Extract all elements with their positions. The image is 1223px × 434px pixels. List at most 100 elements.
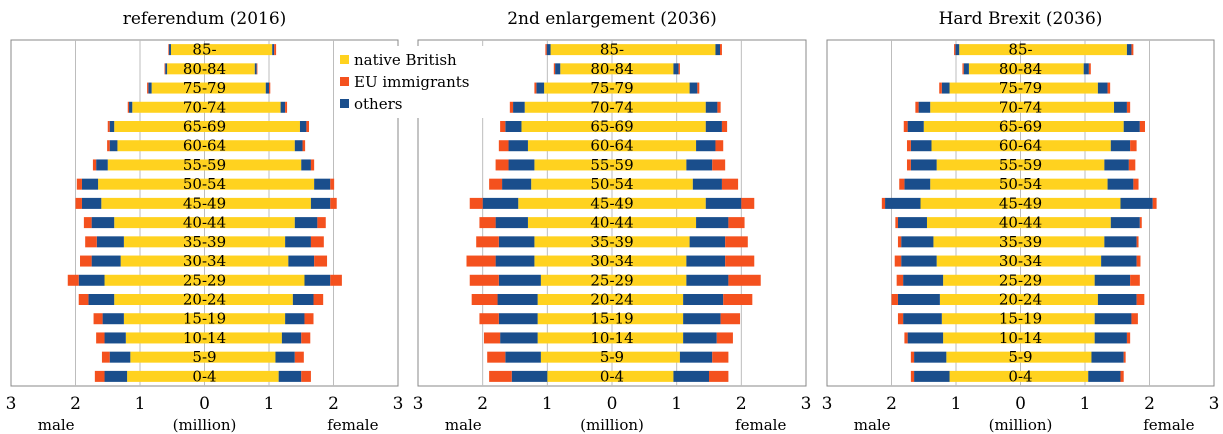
bar-female-eu-immigrants bbox=[269, 82, 271, 94]
bar-female-others bbox=[285, 236, 311, 248]
bar-female-eu-immigrants bbox=[313, 294, 324, 305]
bar-male-eu-immigrants bbox=[899, 178, 905, 190]
bar-male-others bbox=[907, 121, 924, 132]
bar-female-others bbox=[705, 121, 722, 132]
bar-female-others bbox=[310, 197, 331, 209]
bar-female-eu-immigrants bbox=[723, 294, 753, 305]
bar-female-eu-immigrants bbox=[1133, 178, 1139, 190]
bar-male-native-british bbox=[123, 236, 205, 248]
bar-male-others bbox=[96, 236, 124, 248]
bar-male-eu-immigrants bbox=[476, 236, 499, 248]
bar-female-native-british bbox=[204, 101, 281, 113]
bar-female-native-british bbox=[612, 197, 706, 209]
bar-male-eu-immigrants bbox=[906, 140, 911, 152]
bar-female-others bbox=[1126, 44, 1132, 56]
bar-female-others bbox=[689, 236, 726, 248]
bar-female-others bbox=[683, 313, 721, 325]
bar-female-eu-immigrants bbox=[1120, 370, 1124, 382]
bar-male-others bbox=[963, 63, 969, 75]
bar-male-eu-immigrants bbox=[500, 121, 506, 132]
bar-female-native-british bbox=[204, 217, 295, 229]
bar-female-others bbox=[292, 294, 314, 305]
bar-female-others bbox=[1088, 370, 1121, 382]
bar-female-others bbox=[1107, 178, 1134, 190]
bar-male-others bbox=[508, 140, 528, 152]
age-group-label: 20-24 bbox=[999, 291, 1042, 309]
bar-male-others bbox=[505, 351, 541, 363]
age-group-label: 30-34 bbox=[999, 252, 1042, 270]
bar-male-native-british bbox=[167, 63, 205, 75]
bar-female-native-british bbox=[204, 332, 282, 344]
bar-male-others bbox=[109, 121, 115, 132]
bar-male-native-british bbox=[125, 332, 205, 344]
age-group-label: 5-9 bbox=[600, 348, 624, 366]
bar-female-eu-immigrants bbox=[720, 313, 741, 325]
bar-female-others bbox=[304, 274, 331, 286]
bar-male-native-british bbox=[537, 294, 612, 305]
x-tick-label: 2 bbox=[1144, 394, 1155, 414]
bar-male-eu-immigrants bbox=[906, 159, 911, 171]
age-group-label: 70-74 bbox=[999, 98, 1042, 116]
bar-male-native-british bbox=[926, 217, 1021, 229]
bar-male-eu-immigrants bbox=[147, 82, 149, 94]
panel-title: referendum (2016) bbox=[123, 9, 287, 29]
bar-female-native-british bbox=[1020, 370, 1089, 382]
bar-male-others bbox=[885, 197, 921, 209]
bar-male-eu-immigrants bbox=[483, 332, 501, 344]
bar-male-native-british bbox=[123, 313, 205, 325]
bar-male-others bbox=[91, 255, 121, 267]
age-group-label: 75-79 bbox=[183, 79, 226, 97]
bar-female-eu-immigrants bbox=[330, 197, 337, 209]
bar-male-native-british bbox=[170, 44, 205, 56]
bar-female-native-british bbox=[1020, 178, 1108, 190]
age-group-label: 80-84 bbox=[999, 60, 1042, 78]
bar-male-native-british bbox=[930, 101, 1021, 113]
bar-female-eu-immigrants bbox=[1128, 159, 1136, 171]
bar-female-eu-immigrants bbox=[712, 351, 729, 363]
bar-female-eu-immigrants bbox=[716, 332, 733, 344]
bar-male-native-british bbox=[547, 370, 612, 382]
age-group-label: 60-64 bbox=[590, 137, 633, 155]
bar-male-eu-immigrants bbox=[469, 274, 499, 286]
bar-female-native-british bbox=[612, 101, 706, 113]
bar-male-others bbox=[91, 217, 115, 229]
bar-male-eu-immigrants bbox=[80, 255, 92, 267]
bar-male-eu-immigrants bbox=[954, 44, 956, 56]
bar-male-native-british bbox=[114, 217, 205, 229]
age-group-label: 10-14 bbox=[590, 329, 633, 347]
bar-male-others bbox=[498, 313, 538, 325]
bar-male-native-british bbox=[127, 370, 205, 382]
bar-male-eu-immigrants bbox=[168, 44, 170, 56]
bar-male-native-british bbox=[104, 274, 205, 286]
x-tick-label: 3 bbox=[822, 394, 833, 414]
bar-female-native-british bbox=[612, 63, 674, 75]
bar-male-eu-immigrants bbox=[94, 370, 105, 382]
bar-female-eu-immigrants bbox=[728, 217, 745, 229]
bar-male-eu-immigrants bbox=[487, 351, 506, 363]
age-group-label: 45-49 bbox=[999, 194, 1042, 212]
bar-male-others bbox=[546, 44, 551, 56]
x-tick-label: 1 bbox=[264, 394, 275, 414]
bar-female-native-british bbox=[612, 294, 684, 305]
bar-male-native-british bbox=[936, 255, 1021, 267]
bar-female-eu-immigrants bbox=[302, 140, 306, 152]
bar-female-native-british bbox=[204, 44, 273, 56]
age-group-label: 20-24 bbox=[590, 291, 633, 309]
age-group-label: 80-84 bbox=[183, 60, 226, 78]
bar-male-others bbox=[897, 217, 927, 229]
bar-male-native-british bbox=[531, 178, 612, 190]
bar-female-native-british bbox=[204, 274, 305, 286]
male-label: male bbox=[445, 416, 482, 434]
bar-female-others bbox=[265, 82, 269, 94]
bar-female-native-british bbox=[612, 370, 674, 382]
bar-male-eu-immigrants bbox=[67, 274, 79, 286]
bar-male-native-british bbox=[941, 313, 1021, 325]
bar-female-native-british bbox=[612, 332, 684, 344]
bar-male-eu-immigrants bbox=[897, 313, 904, 325]
bar-female-others bbox=[673, 370, 709, 382]
bar-female-others bbox=[673, 63, 679, 75]
bar-male-native-british bbox=[959, 44, 1021, 56]
age-group-label: 85- bbox=[192, 41, 216, 59]
bar-female-eu-immigrants bbox=[1088, 63, 1091, 75]
